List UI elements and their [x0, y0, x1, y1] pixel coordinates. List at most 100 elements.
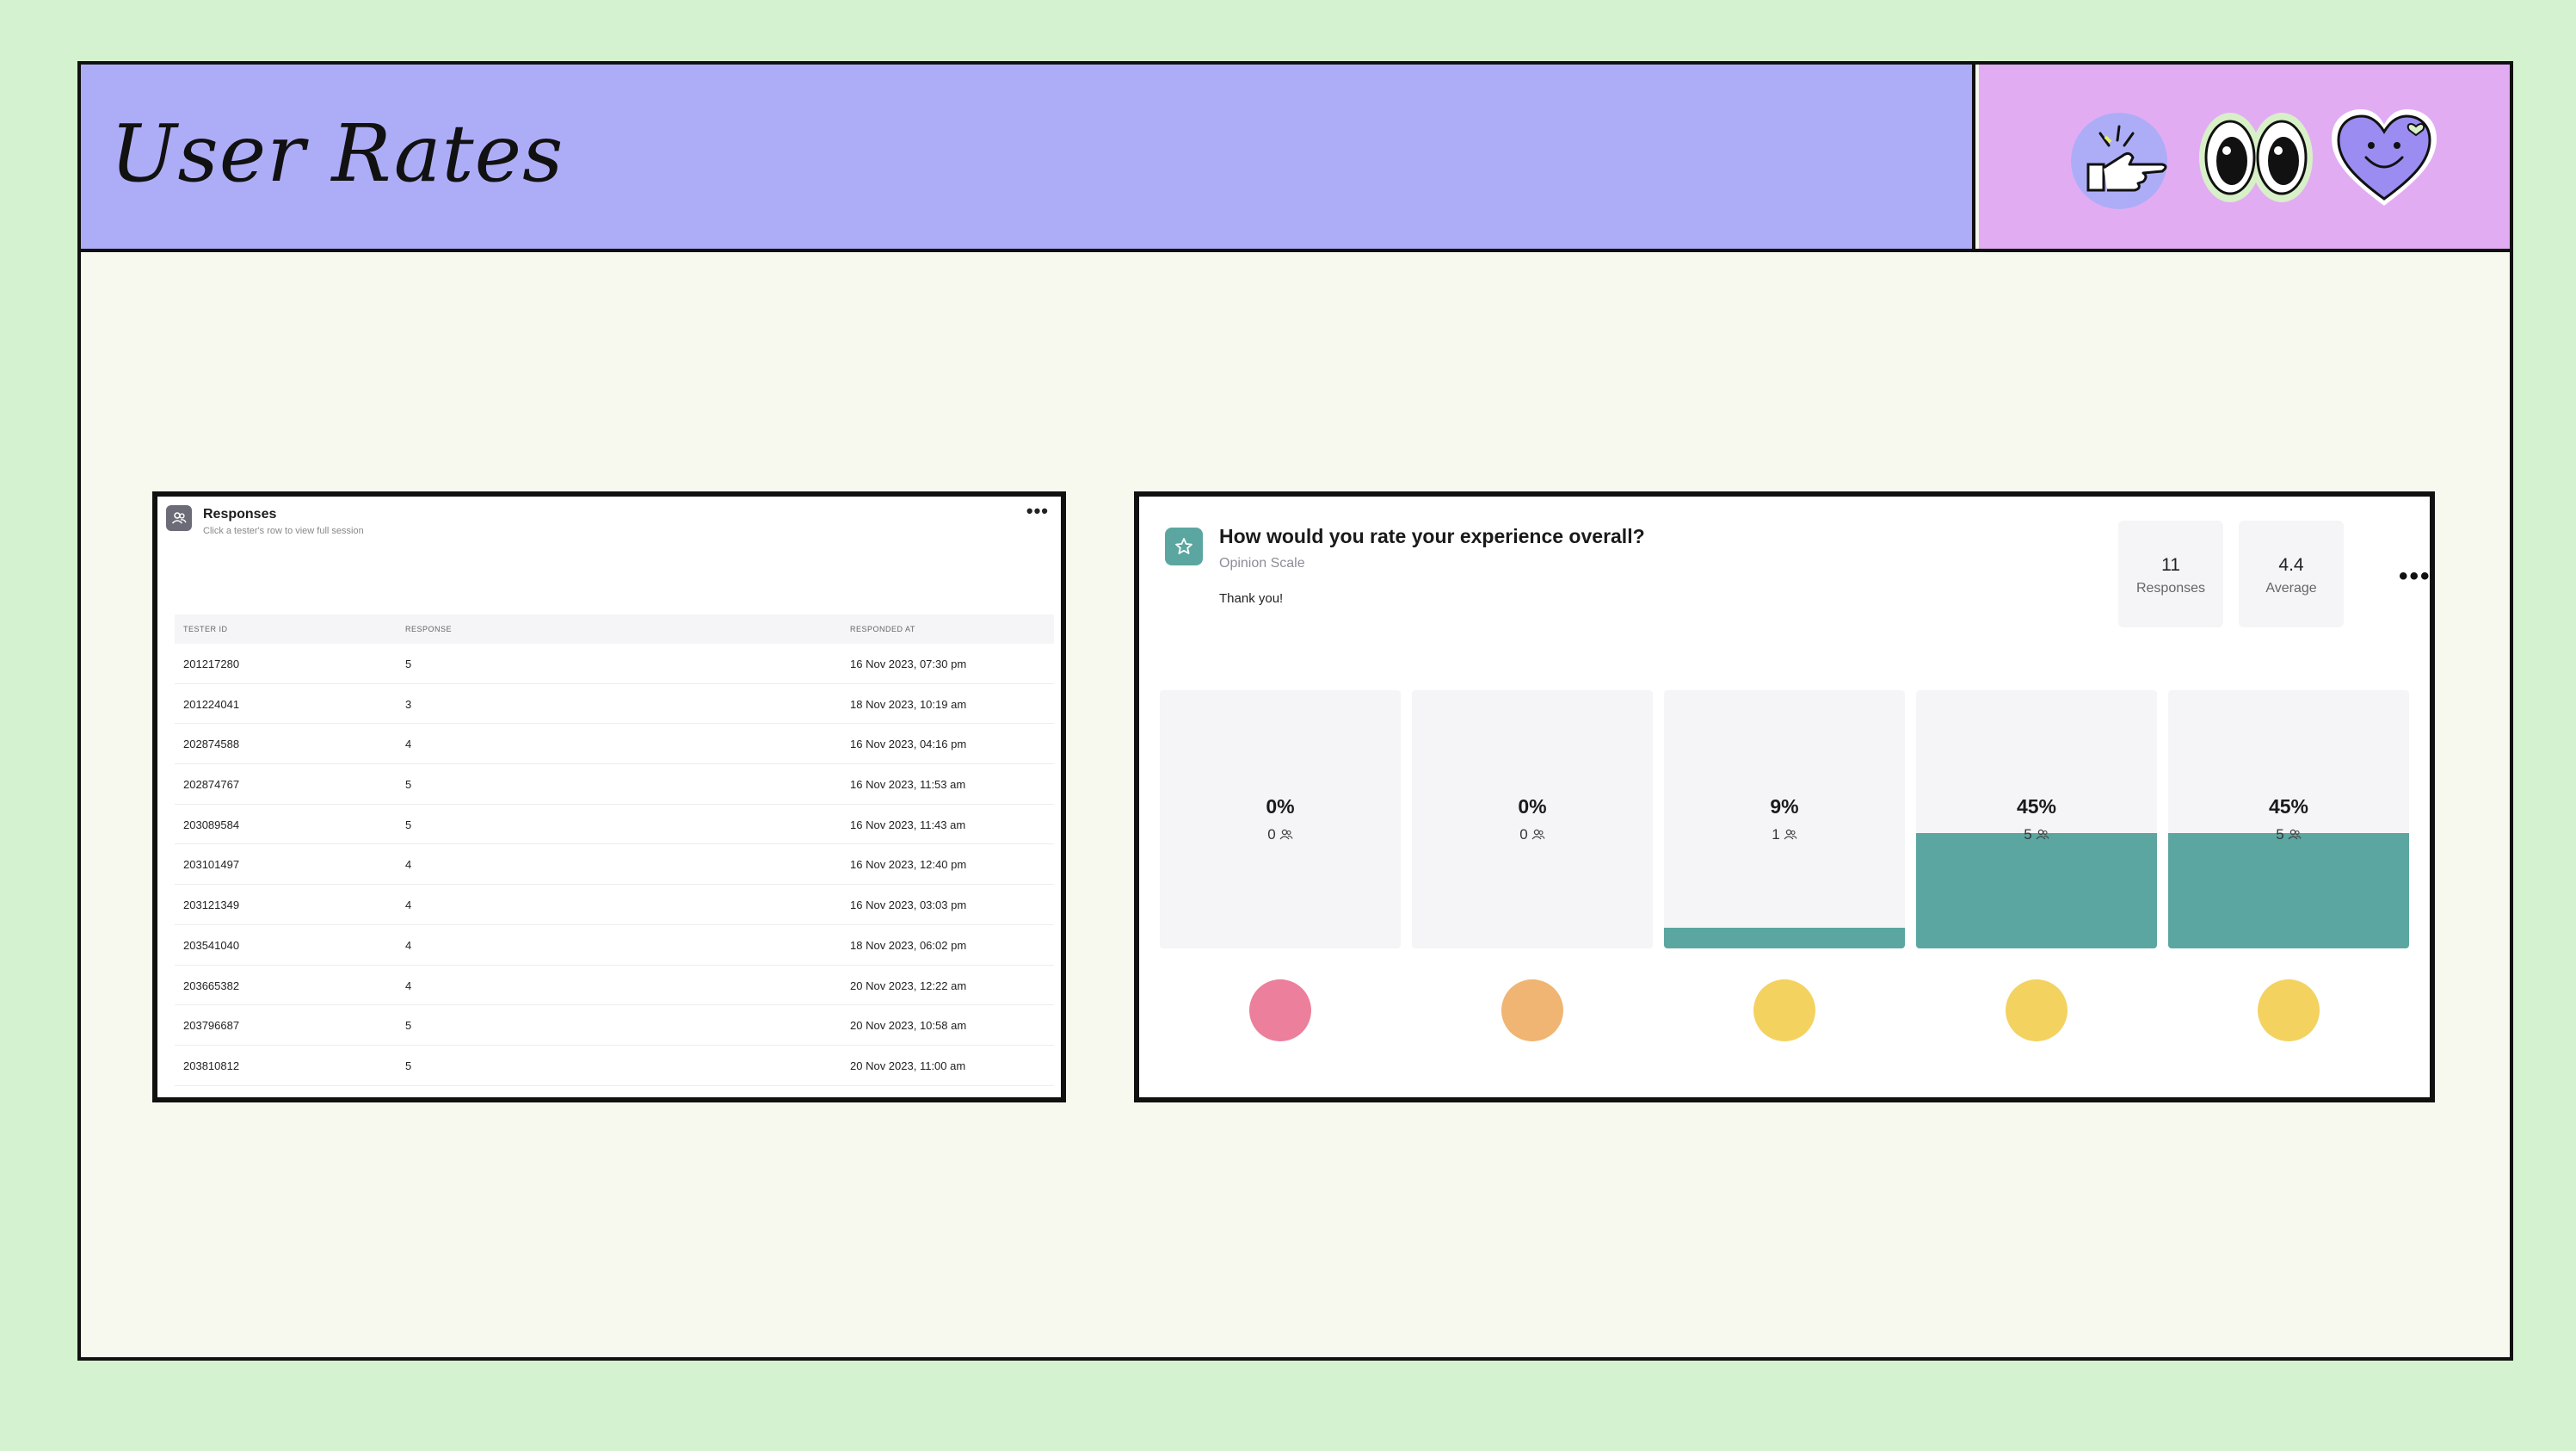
opinion-scale-card: How would you rate your experience overa… [1134, 491, 2435, 1102]
table-row[interactable]: 203121349 4 16 Nov 2023, 03:03 pm [175, 885, 1054, 925]
stat-average-value: 4.4 [2278, 555, 2304, 575]
banner: User Rates [81, 65, 2510, 252]
responded-at-cell: 16 Nov 2023, 07:30 pm [850, 658, 967, 670]
stat-responses: 11 Responses [2118, 521, 2223, 627]
responded-at-cell: 16 Nov 2023, 11:43 am [850, 818, 966, 831]
responded-at-cell: 20 Nov 2023, 12:22 am [850, 979, 967, 992]
opinion-more-button[interactable]: ••• [2399, 562, 2431, 590]
table-row[interactable]: 203810812 5 20 Nov 2023, 11:00 am [175, 1046, 1054, 1086]
scale-percentage: 0% [1518, 795, 1547, 818]
scale-percentage: 0% [1266, 795, 1295, 818]
table-row[interactable]: 203541040 4 18 Nov 2023, 06:02 pm [175, 925, 1054, 966]
scale-column-2[interactable]: 0% 0 [1412, 690, 1653, 948]
scale-percentage: 45% [2016, 795, 2057, 818]
scale-bar-fill [2168, 833, 2409, 948]
table-body: 201217280 5 16 Nov 2023, 07:30 pm 201224041… [175, 644, 1054, 1086]
responded-at-cell: 16 Nov 2023, 03:03 pm [850, 898, 967, 912]
responded-at-cell: 20 Nov 2023, 10:58 am [850, 1019, 967, 1033]
rating-emoji-icon[interactable] [1501, 979, 1563, 1041]
rating-emoji-icon[interactable] [1249, 979, 1311, 1041]
response-cell: 5 [405, 818, 412, 831]
response-cell: 5 [405, 658, 412, 670]
column-header-responded-at[interactable]: RESPONDED AT [850, 625, 915, 633]
scale-percentage: 9% [1770, 795, 1799, 818]
scale-bar-fill [1664, 928, 1905, 948]
responses-title: Responses [203, 507, 277, 522]
question-type: Opinion Scale [1219, 556, 1305, 571]
responded-at-cell: 20 Nov 2023, 11:00 am [850, 1059, 966, 1072]
rating-emoji-icon[interactable] [2258, 979, 2320, 1041]
scale-count-value: 1 [1772, 826, 1780, 843]
scale-column-5[interactable]: 45% 5 [2168, 690, 2409, 948]
response-cell: 5 [405, 778, 412, 792]
scale-count: 5 [2168, 826, 2409, 843]
column-header-tester-id[interactable]: TESTER ID [183, 625, 228, 633]
scale-count-value: 5 [2276, 826, 2284, 843]
table-row[interactable]: 201217280 5 16 Nov 2023, 07:30 pm [175, 644, 1054, 684]
response-cell: 4 [405, 738, 412, 751]
responded-at-cell: 18 Nov 2023, 10:19 am [850, 697, 967, 711]
responses-more-button[interactable]: ••• [1026, 500, 1049, 522]
stat-responses-label: Responses [2135, 581, 2206, 596]
column-header-response[interactable]: RESPONSE [405, 625, 453, 633]
star-icon [1165, 528, 1203, 565]
scale-count: 0 [1412, 826, 1653, 843]
responses-table: TESTER ID RESPONSE RESPONDED AT 20121728… [175, 614, 1054, 1086]
tester-id-cell: 203089584 [183, 818, 240, 831]
responses-card: Responses Click a tester's row to view f… [152, 491, 1066, 1102]
scale-column-4[interactable]: 45% 5 [1916, 690, 2157, 948]
scale-column-1[interactable]: 0% 0 [1160, 690, 1401, 948]
scale-percentage: 45% [2268, 795, 2309, 818]
response-cell: 5 [405, 1019, 412, 1033]
responded-at-cell: 18 Nov 2023, 06:02 pm [850, 938, 967, 952]
response-cell: 4 [405, 938, 412, 952]
tester-id-cell: 203121349 [183, 898, 240, 912]
response-cell: 5 [405, 1059, 412, 1072]
tester-id-cell: 203665382 [183, 979, 240, 992]
banner-stickers-panel [1979, 65, 2510, 249]
rating-emoji-icon[interactable] [2006, 979, 2068, 1041]
scale-count-value: 0 [1267, 826, 1276, 843]
users-icon [1780, 826, 1797, 843]
rating-emoji-icon[interactable] [1753, 979, 1815, 1041]
hand-gesture-icon [2071, 113, 2167, 209]
tester-id-cell: 202874767 [183, 778, 240, 792]
tester-id-cell: 201224041 [183, 697, 240, 711]
table-row[interactable]: 203101497 4 16 Nov 2023, 12:40 pm [175, 844, 1054, 886]
response-cell: 4 [405, 979, 412, 992]
table-row[interactable]: 203796687 5 20 Nov 2023, 10:58 am [175, 1005, 1054, 1046]
stat-average: 4.4 Average [2239, 521, 2344, 627]
stat-average-label: Average [2265, 581, 2317, 596]
slide: User Rates [77, 61, 2513, 1361]
eyes-icon [2199, 113, 2313, 202]
responded-at-cell: 16 Nov 2023, 04:16 pm [850, 738, 967, 751]
tester-id-cell: 202874588 [183, 738, 240, 751]
page-title: User Rates [110, 108, 564, 200]
scale-count: 5 [1916, 826, 2157, 843]
table-row[interactable]: 202874767 5 16 Nov 2023, 11:53 am [175, 764, 1054, 805]
question-title: How would you rate your experience overa… [1219, 525, 1645, 547]
users-icon [1528, 826, 1545, 843]
scale-column-3[interactable]: 9% 1 [1664, 690, 1905, 948]
table-row[interactable]: 201224041 3 18 Nov 2023, 10:19 am [175, 684, 1054, 725]
tester-id-cell: 201217280 [183, 658, 240, 670]
response-cell: 4 [405, 858, 412, 872]
table-header: TESTER ID RESPONSE RESPONDED AT [175, 614, 1054, 644]
thank-you-message: Thank you! [1219, 591, 1284, 606]
table-row[interactable]: 203089584 5 16 Nov 2023, 11:43 am [175, 805, 1054, 845]
tester-id-cell: 203541040 [183, 938, 240, 952]
scale-count: 0 [1160, 826, 1401, 843]
scale-count: 1 [1664, 826, 1905, 843]
tester-id-cell: 203101497 [183, 858, 240, 872]
tester-id-cell: 203796687 [183, 1019, 240, 1033]
users-icon [166, 505, 192, 531]
users-icon [1276, 826, 1293, 843]
responses-subtitle: Click a tester's row to view full sessio… [203, 526, 364, 536]
banner-title-panel: User Rates [81, 65, 1975, 249]
table-row[interactable]: 203665382 4 20 Nov 2023, 12:22 am [175, 966, 1054, 1006]
users-icon [2284, 826, 2302, 843]
response-cell: 3 [405, 697, 412, 711]
table-row[interactable]: 202874588 4 16 Nov 2023, 04:16 pm [175, 724, 1054, 765]
response-cell: 4 [405, 898, 412, 912]
scale-bar-fill [1916, 833, 2157, 948]
